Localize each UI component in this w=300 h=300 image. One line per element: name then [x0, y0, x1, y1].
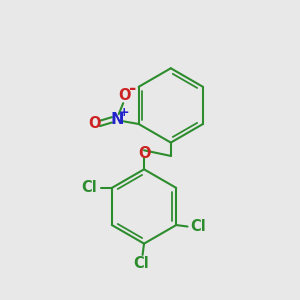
Text: O: O	[88, 116, 100, 130]
Text: Cl: Cl	[190, 219, 206, 234]
Text: Cl: Cl	[82, 180, 98, 195]
Text: O: O	[118, 88, 131, 103]
Text: +: +	[118, 106, 129, 119]
Text: N: N	[110, 112, 124, 127]
Text: -: -	[129, 80, 137, 98]
Text: O: O	[138, 146, 150, 161]
Text: Cl: Cl	[133, 256, 149, 271]
